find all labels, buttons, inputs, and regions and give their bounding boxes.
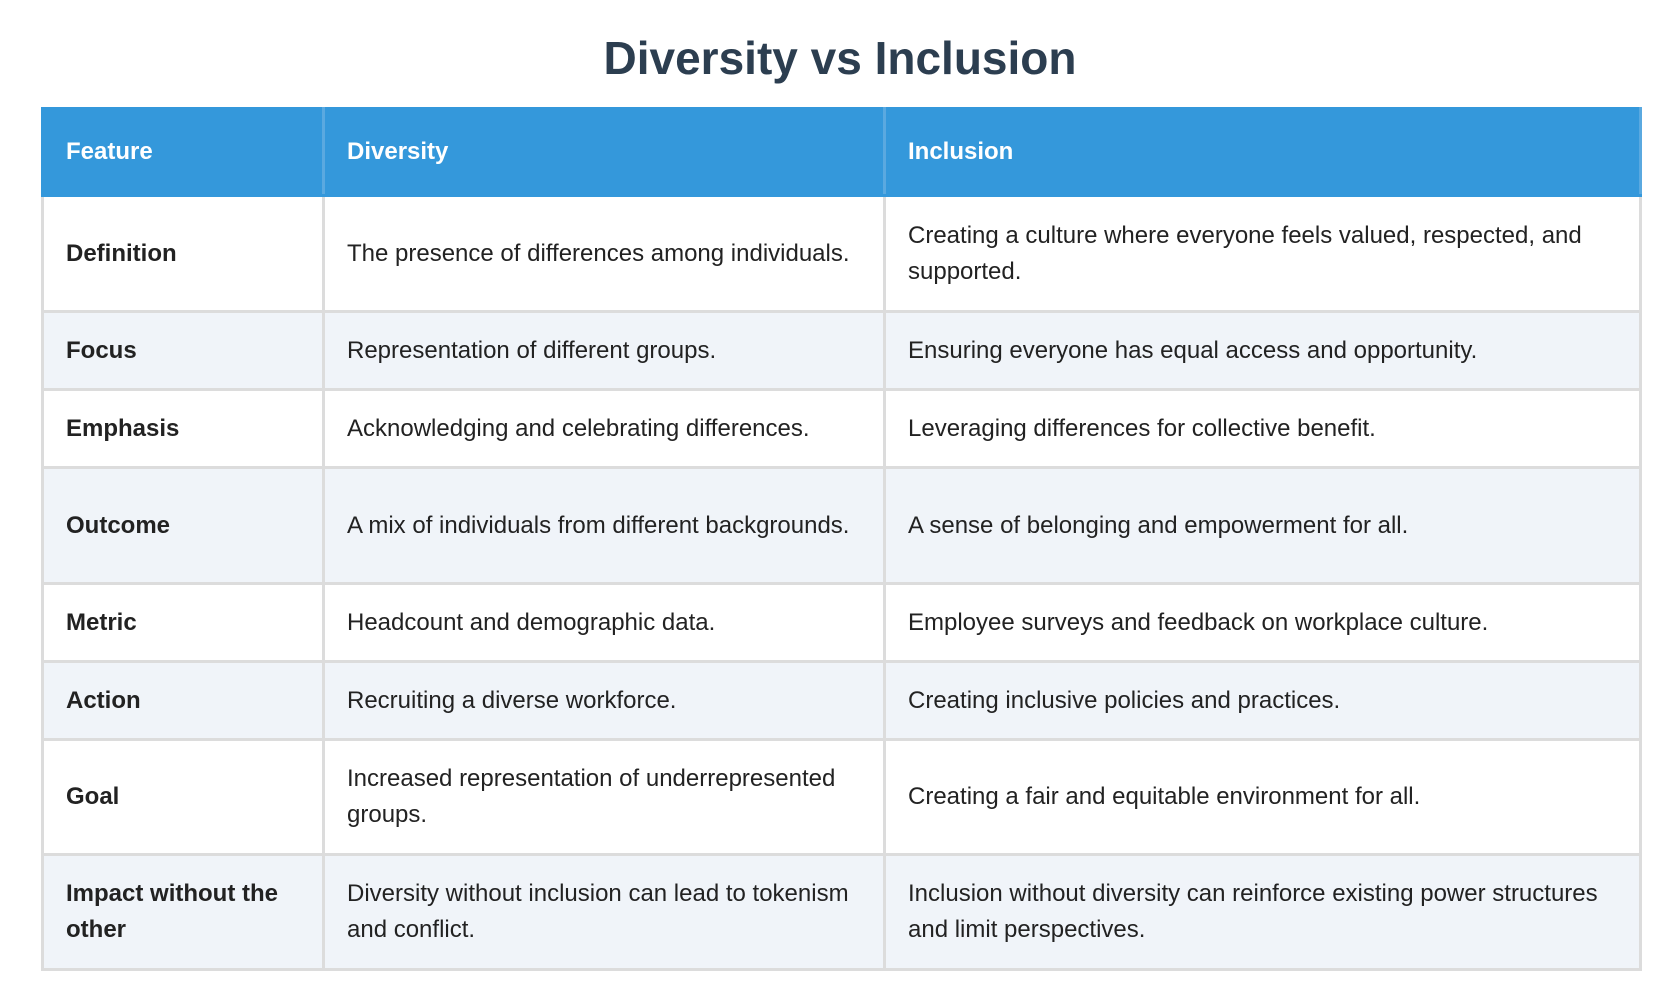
table-cell: Acknowledging and celebrating difference… bbox=[322, 388, 886, 469]
feature-cell: Emphasis bbox=[41, 388, 325, 469]
feature-cell: Metric bbox=[41, 582, 325, 663]
header-cell: Diversity bbox=[322, 107, 886, 197]
table-row: Action Recruiting a diverse workforce. Cre… bbox=[41, 660, 1642, 741]
table-cell: Employee surveys and feedback on workpla… bbox=[883, 582, 1642, 663]
table-cell: Diversity without inclusion can lead to … bbox=[322, 853, 886, 971]
table-cell: Inclusion without diversity can reinforc… bbox=[883, 853, 1642, 971]
table-cell: Recruiting a diverse workforce. bbox=[322, 660, 886, 741]
feature-cell: Impact without the other bbox=[41, 853, 325, 971]
table-cell: Leveraging differences for collective be… bbox=[883, 388, 1642, 469]
table-cell: Increased representation of underreprese… bbox=[322, 738, 886, 856]
feature-cell: Outcome bbox=[41, 466, 325, 585]
feature-cell: Action bbox=[41, 660, 325, 741]
table-cell: Creating inclusive policies and practice… bbox=[883, 660, 1642, 741]
table-cell: A mix of individuals from different back… bbox=[322, 466, 886, 585]
table-row: Definition The presence of differences am… bbox=[41, 194, 1642, 313]
table-row: Outcome A mix of individuals from differe… bbox=[41, 466, 1642, 585]
table-body: Definition The presence of differences am… bbox=[41, 194, 1642, 971]
table-cell: The presence of differences among indivi… bbox=[322, 194, 886, 313]
feature-cell: Definition bbox=[41, 194, 325, 313]
feature-cell: Goal bbox=[41, 738, 325, 856]
table-cell: Creating a culture where everyone feels … bbox=[883, 194, 1642, 313]
table-row: Focus Representation of different groups.… bbox=[41, 310, 1642, 391]
table-cell: Representation of different groups. bbox=[322, 310, 886, 391]
page-title: Diversity vs Inclusion bbox=[603, 32, 1077, 84]
table-row: Goal Increased representation of underrep… bbox=[41, 738, 1642, 856]
table-row: Metric Headcount and demographic data. Emp… bbox=[41, 582, 1642, 663]
header-cell: Feature bbox=[41, 107, 325, 197]
table-row: Emphasis Acknowledging and celebrating di… bbox=[41, 388, 1642, 469]
table-cell: Headcount and demographic data. bbox=[322, 582, 886, 663]
table-row: Impact without the other Diversity withou… bbox=[41, 853, 1642, 971]
feature-cell: Focus bbox=[41, 310, 325, 391]
table-cell: Creating a fair and equitable environmen… bbox=[883, 738, 1642, 856]
table-cell: A sense of belonging and empowerment for… bbox=[883, 466, 1642, 585]
header-row: Feature Diversity Inclusion bbox=[41, 107, 1642, 197]
table-cell: Ensuring everyone has equal access and o… bbox=[883, 310, 1642, 391]
table-head: Feature Diversity Inclusion bbox=[41, 107, 1642, 197]
comparison-table: Feature Diversity Inclusion Definition The … bbox=[41, 107, 1642, 971]
header-cell: Inclusion bbox=[883, 107, 1642, 197]
